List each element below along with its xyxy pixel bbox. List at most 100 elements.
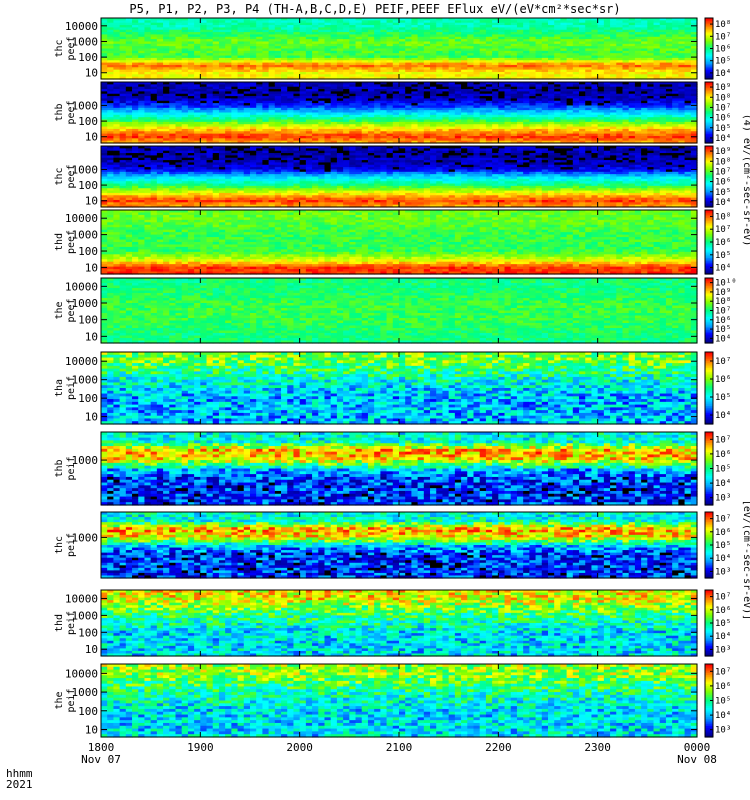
y-tick-label: 10 [85,643,98,656]
colorbar-tick-label: 10⁹ [715,83,731,93]
colorbar-frame [704,81,714,144]
colorbar-tick-label: 10⁴ [715,69,731,79]
colorbar-tick-label: 10³ [715,494,731,504]
y-tick-label: 10000 [65,20,98,33]
colorbar-tick-label: 10⁴ [715,411,731,421]
colorbar-tick-label: 10⁴ [715,134,731,144]
y-tick-label: 10000 [65,212,98,225]
x-tick-date-label: Nov 08 [677,753,717,766]
colorbar-tick-label: 10⁴ [715,632,731,642]
colorbar-tick-label: 10⁴ [715,198,731,208]
y-tick-label: 100 [78,705,98,718]
x-axis-time-label: hhmm [6,768,33,779]
colorbar-tick-label: 10¹⁰ [715,279,737,289]
colorbar-tick-label: 10⁵ [715,251,731,261]
heatmap-cells [101,512,698,579]
colorbar-tick-label: 10⁵ [715,619,731,629]
y-axis-label-probe: thd [54,614,65,632]
heatmap-cells [101,432,698,506]
colorbar-tick-label: 10⁴ [715,334,731,344]
colorbar-tick-label: 10⁹ [715,147,731,157]
colorbar-tick-label: 10⁵ [715,465,731,475]
y-tick-label: 1000 [72,229,99,242]
heatmap-cells [101,352,698,425]
colorbar: 10⁴ 10⁵ 10⁶ 10⁷ [704,351,731,425]
x-tick-label: 2100 [386,741,413,754]
colorbar-tick-label: 10⁷ [715,667,731,677]
panel-thb-peif: 1000 thb peif 10³ 10⁴ 10⁵ 10⁶ 10⁷ [54,431,731,506]
heatmap-cells [101,590,698,657]
y-axis-label-product: peef [66,36,77,60]
y-tick-label: 100 [78,115,98,128]
y-axis-label-probe: thb [54,459,65,477]
colorbar-tick-label: 10⁵ [715,188,731,198]
colorbar-tick-label: 10⁶ [715,375,731,385]
y-axis-label-product: peef [66,164,77,188]
y-tick-label: 10000 [65,280,98,293]
colorbar-tick-label: 10⁶ [715,606,731,616]
y-tick-label: 1000 [72,454,99,467]
y-tick-label: 100 [78,314,98,327]
y-tick-label: 1000 [72,609,99,622]
y-axis-label-product: peif [66,533,77,557]
y-tick-label: 100 [78,392,98,405]
colorbar-tick-label: 10⁵ [715,325,731,335]
heatmap-cells [101,664,698,738]
y-axis-label-probe: thc [54,167,65,185]
y-tick-label: 10 [85,67,98,80]
heatmap-cells [101,210,698,275]
y-tick-label: 10 [85,411,98,424]
colorbar: 10³ 10⁴ 10⁵ 10⁶ 10⁷ [704,431,731,506]
colorbar: 10³ 10⁴ 10⁵ 10⁶ 10⁷ [704,663,731,738]
x-tick-label: 1900 [187,741,214,754]
colorbar-tick-label: 10⁷ [715,103,731,113]
y-axis-label-probe: tha [54,379,65,397]
y-axis-label-probe: the [54,301,65,319]
y-axis-label-probe: thb [54,103,65,121]
colorbar-frame [704,145,714,208]
y-tick-label: 1000 [72,686,99,699]
y-tick-label: 100 [78,626,98,639]
colorbar-tick-label: 10⁸ [715,297,731,307]
x-tick-label: 0000 [684,741,711,754]
y-tick-label: 10 [85,131,98,144]
y-tick-label: 1000 [72,531,99,544]
colorbar-tick-label: 10⁸ [715,93,731,103]
x-axis-year-label: 2021 [6,779,33,790]
y-tick-label: 1000 [72,163,99,176]
y-tick-label: 1000 [72,99,99,112]
y-axis-label-probe: thd [54,233,65,251]
colorbar-tick-label: 10⁶ [715,238,731,248]
x-tick-label: 2300 [584,741,611,754]
y-tick-label: 10 [85,724,98,737]
colorbar-tick-label: 10⁷ [715,357,731,367]
colorbar-tick-label: 10³ [715,567,731,577]
colorbar-tick-label: 10⁵ [715,697,731,707]
colorbar-tick-label: 10⁶ [715,178,731,188]
colorbar-tick-label: 10⁷ [715,515,731,525]
colorbar-tick-label: 10⁸ [715,20,731,30]
colorbar-tick-label: 10⁴ [715,554,731,564]
y-axis-label-product: peef [66,230,77,254]
colorbar-tick-label: 10⁶ [715,528,731,538]
colorbar: 10⁴ 10⁵ 10⁶ 10⁷ 10⁸ [704,209,731,275]
colorbar-tick-label: 10⁶ [715,45,731,55]
y-tick-label: 100 [78,245,98,258]
colorbar-frame [704,351,714,425]
colorbar-tick-label: 10⁷ [715,225,731,235]
colorbar-tick-label: 10⁵ [715,541,731,551]
y-axis-label-probe: thc [54,536,65,554]
colorbar: 10³ 10⁴ 10⁵ 10⁶ 10⁷ [704,589,731,657]
y-tick-label: 100 [78,51,98,64]
y-tick-label: 1000 [72,35,99,48]
y-axis-label-product: peif [66,376,77,400]
x-tick-date-label: Nov 07 [81,753,121,766]
colorbar-tick-label: 10⁵ [715,124,731,134]
y-axis-label-product: peif [66,611,77,635]
